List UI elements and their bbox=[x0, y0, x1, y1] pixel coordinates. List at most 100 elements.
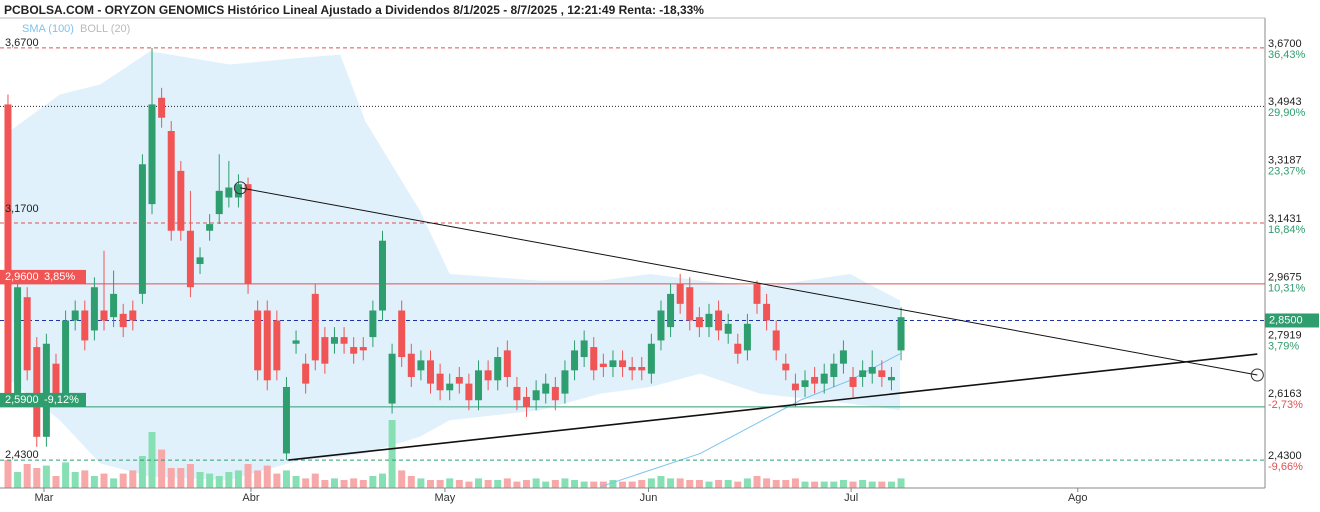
candle-body bbox=[302, 363, 310, 384]
candle-body bbox=[523, 396, 531, 407]
volume-bar bbox=[820, 481, 828, 488]
volume-bar bbox=[436, 480, 444, 488]
candle-body bbox=[676, 283, 684, 304]
candle-body bbox=[619, 360, 627, 368]
volume-bar bbox=[868, 481, 876, 488]
candle-body bbox=[897, 317, 905, 351]
candle-body bbox=[206, 224, 214, 231]
candle-body bbox=[14, 287, 22, 397]
volume-bar bbox=[234, 470, 242, 488]
candle-body bbox=[494, 357, 502, 381]
trend-line bbox=[240, 187, 1258, 376]
candle-body bbox=[148, 104, 156, 205]
volume-bar bbox=[599, 481, 607, 488]
y-tick-label: 2,6163 bbox=[1268, 388, 1302, 400]
volume-bar bbox=[167, 468, 175, 488]
x-tick-label: Ago bbox=[1068, 492, 1088, 504]
candle-body bbox=[446, 383, 454, 391]
y-tick-pct: 16,84% bbox=[1268, 224, 1306, 236]
volume-bar bbox=[177, 468, 185, 488]
candle-body bbox=[638, 367, 646, 371]
volume-bar bbox=[244, 464, 252, 488]
volume-bar bbox=[830, 481, 838, 488]
candle-body bbox=[292, 340, 300, 344]
current-price-label: 2,8500 bbox=[1269, 314, 1303, 326]
candle-body bbox=[388, 353, 396, 404]
candle-body bbox=[225, 187, 233, 198]
candle-body bbox=[119, 313, 127, 328]
candle-body bbox=[887, 376, 895, 381]
candle-body bbox=[167, 131, 175, 231]
candle-body bbox=[571, 350, 579, 371]
candle-body bbox=[100, 310, 108, 321]
candle-body bbox=[465, 383, 473, 401]
current-price-tag bbox=[1265, 313, 1319, 328]
candle-body bbox=[542, 383, 550, 394]
candle-body bbox=[503, 350, 511, 377]
volume-bar bbox=[292, 476, 300, 488]
volume-bar bbox=[129, 470, 137, 488]
price-tag-label: 2,5900 bbox=[5, 394, 39, 406]
volume-bar bbox=[148, 432, 156, 488]
volume-bar bbox=[311, 473, 319, 488]
candle-body bbox=[513, 386, 521, 401]
volume-bar bbox=[350, 478, 358, 488]
volume-bar bbox=[186, 464, 194, 488]
candle-body bbox=[705, 313, 713, 328]
volume-bar bbox=[705, 481, 713, 488]
candle-body bbox=[551, 386, 559, 401]
trend-handle bbox=[233, 181, 247, 195]
volume-bar bbox=[62, 462, 70, 488]
candle-body bbox=[186, 230, 194, 288]
left-price-label: 3,1700 bbox=[5, 203, 39, 215]
volume-bar bbox=[14, 472, 22, 488]
volume-bar bbox=[378, 473, 386, 488]
candle-body bbox=[254, 310, 262, 371]
volume-bar bbox=[878, 481, 886, 488]
y-tick-pct: 3,79% bbox=[1268, 341, 1299, 353]
y-tick-pct: 10,31% bbox=[1268, 282, 1306, 294]
candle-body bbox=[282, 386, 290, 454]
candle-body bbox=[811, 376, 819, 384]
candle-body bbox=[138, 164, 146, 294]
volume-bar bbox=[4, 460, 12, 488]
volume-bar bbox=[695, 480, 703, 488]
volume-bar bbox=[330, 478, 338, 488]
volume-bar bbox=[263, 465, 271, 488]
volume-bar bbox=[734, 481, 742, 488]
volume-bar bbox=[897, 478, 905, 488]
candle-body bbox=[330, 337, 338, 344]
candle-body bbox=[561, 370, 569, 394]
volume-bar bbox=[254, 470, 262, 488]
x-tick-label: May bbox=[435, 492, 456, 504]
volume-bar bbox=[42, 465, 50, 488]
volume-bar bbox=[398, 470, 406, 488]
volume-bar bbox=[772, 480, 780, 488]
candle-body bbox=[263, 310, 271, 381]
volume-bar bbox=[523, 480, 531, 488]
volume-bar bbox=[619, 481, 627, 488]
candle-body bbox=[158, 97, 166, 118]
volume-bar bbox=[138, 456, 146, 488]
price-tag-pct: 3,85% bbox=[44, 271, 75, 283]
volume-bar bbox=[849, 481, 857, 488]
y-tick-label: 3,1431 bbox=[1268, 213, 1302, 225]
y-tick-label: 2,4300 bbox=[1268, 450, 1302, 462]
candle-body bbox=[830, 363, 838, 377]
volume-bar bbox=[388, 420, 396, 488]
volume-bar bbox=[590, 481, 598, 488]
volume-bar bbox=[839, 480, 847, 488]
volume-bar bbox=[100, 473, 108, 488]
candle-body bbox=[580, 340, 588, 358]
volume-bar bbox=[158, 449, 166, 488]
y-tick-label: 2,9675 bbox=[1268, 271, 1302, 283]
left-price-label: 3,6700 bbox=[5, 37, 39, 49]
candle-body bbox=[42, 343, 50, 437]
volume-bar bbox=[321, 480, 329, 488]
volume-bar bbox=[90, 476, 98, 488]
volume-bar bbox=[801, 481, 809, 488]
candle-body bbox=[791, 383, 799, 391]
candle-body bbox=[196, 257, 204, 264]
volume-bar bbox=[609, 480, 617, 488]
candle-body bbox=[215, 190, 223, 215]
